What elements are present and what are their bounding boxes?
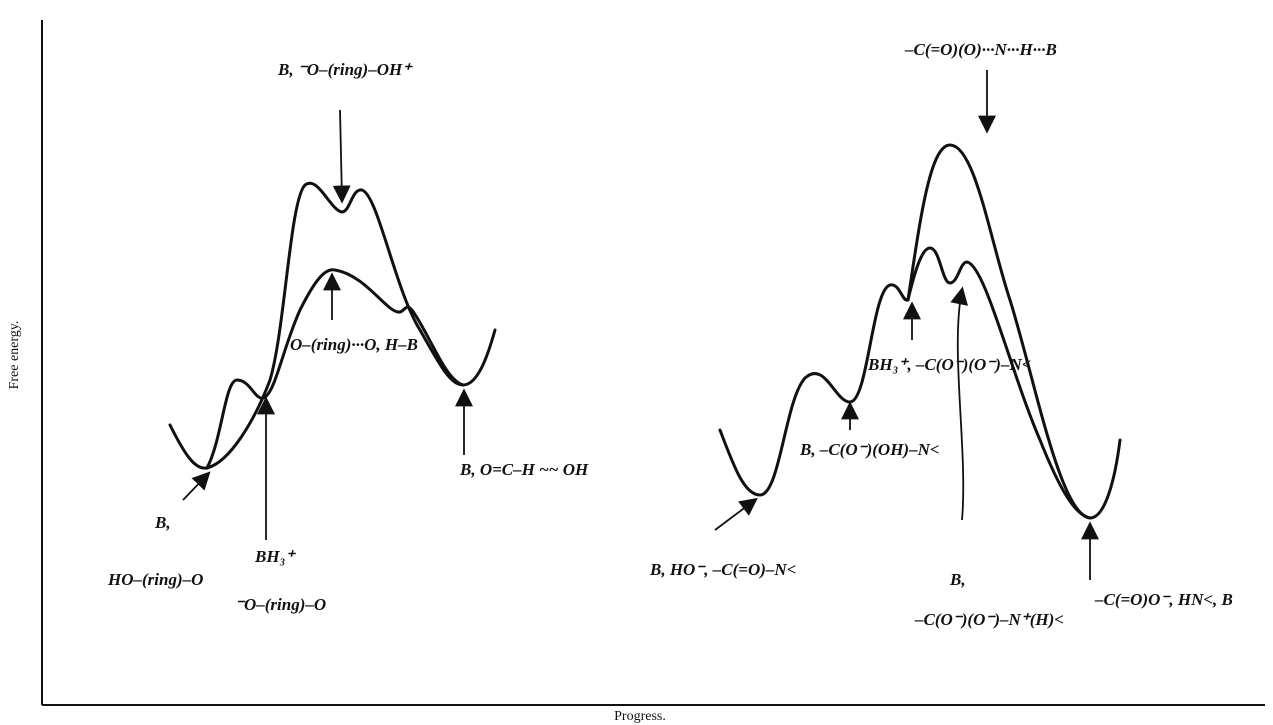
axes: Free energy. Progress. — [7, 20, 1265, 724]
annotation: B, — [154, 513, 171, 532]
energy-curve-lower — [207, 270, 463, 468]
arrow — [958, 290, 963, 520]
energy-curve-upper — [170, 183, 495, 468]
arrow — [340, 110, 342, 200]
arrow — [183, 474, 208, 500]
annotation: HO–(ring)–O — [107, 570, 203, 589]
energy-curve-upper — [720, 145, 1120, 518]
x-axis-label: Progress. — [614, 709, 666, 724]
arrow — [715, 500, 755, 530]
annotation: –C(O⁻)(O⁻)–N⁺(H)< — [914, 610, 1064, 629]
annotation: BH₃⁺, –C(O⁻)(O⁻)–N< — [867, 355, 1031, 374]
annotation: B, — [949, 570, 966, 589]
left-profile: B, ⁻O–(ring)–OH⁺ B, HO–(ring)–O BH₃⁺ ⁻O–… — [107, 60, 589, 614]
annotation: BH₃⁺ — [254, 547, 296, 566]
annotation: B, HO⁻, –C(=O)–N< — [649, 560, 796, 579]
annotation: ⁻O–(ring)–O — [235, 595, 326, 614]
right-profile: –C(=O)(O)···N···H···B B, HO⁻, –C(=O)–N< … — [649, 40, 1233, 629]
annotation: –C(=O)O⁻, HN<, B — [1094, 590, 1233, 609]
y-axis-label: Free energy. — [7, 321, 22, 390]
annotation: O–(ring)···O, H–B — [290, 335, 418, 354]
annotation: B, O=C–H ~~ OH — [459, 460, 589, 479]
annotation: B, –C(O⁻)(OH)–N< — [799, 440, 940, 459]
annotation: –C(=O)(O)···N···H···B — [904, 40, 1057, 59]
annotation: B, ⁻O–(ring)–OH⁺ — [277, 60, 413, 79]
diagram: Free energy. Progress. B, ⁻O–(ring)–OH⁺ … — [0, 0, 1273, 725]
